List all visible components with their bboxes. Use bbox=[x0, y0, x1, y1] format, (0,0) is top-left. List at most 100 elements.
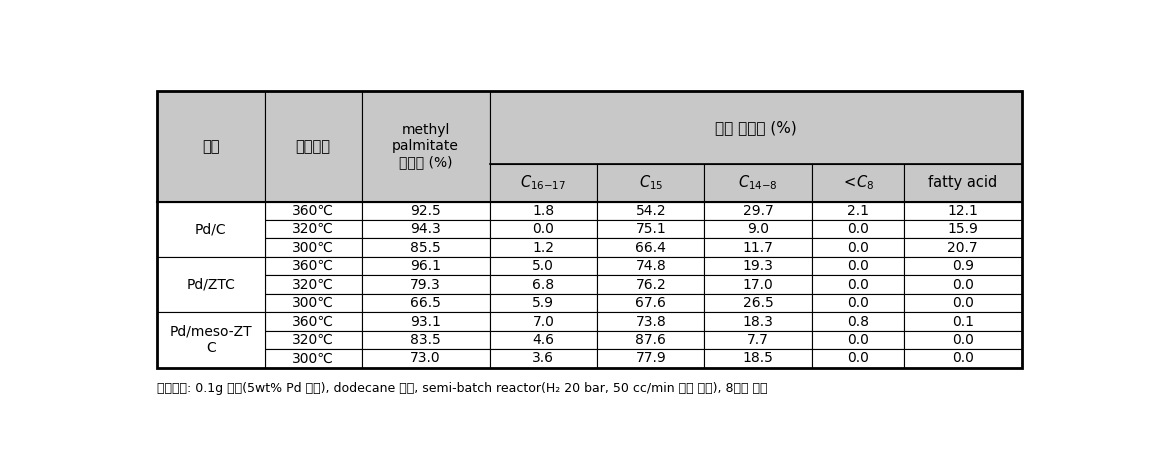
Text: $C_{15}$: $C_{15}$ bbox=[638, 173, 662, 192]
Bar bbox=[264, 349, 362, 368]
Text: 15.9: 15.9 bbox=[948, 222, 979, 236]
Bar bbox=[490, 257, 597, 275]
Text: 0.1: 0.1 bbox=[952, 314, 974, 329]
Bar bbox=[264, 331, 362, 349]
Text: 촉매: 촉매 bbox=[202, 139, 220, 154]
Bar bbox=[264, 91, 362, 201]
Text: 79.3: 79.3 bbox=[411, 278, 442, 292]
Bar bbox=[490, 331, 597, 349]
Text: 85.5: 85.5 bbox=[411, 241, 442, 255]
Text: 반응온도: 반응온도 bbox=[296, 139, 331, 154]
Text: $C_{16\mathregular{-}17}$: $C_{16\mathregular{-}17}$ bbox=[520, 173, 566, 192]
Text: 0.0: 0.0 bbox=[848, 259, 869, 273]
Text: 반응조건: 0.1g 촉매(5wt% Pd 함량), dodecane 용매, semi-batch reactor(H₂ 20 bar, 50 cc/min : 반응조건: 0.1g 촉매(5wt% Pd 함량), dodecane 용매, … bbox=[158, 382, 767, 395]
Text: 300℃: 300℃ bbox=[292, 351, 335, 366]
Text: Pd/C: Pd/C bbox=[196, 222, 227, 236]
Text: 0.0: 0.0 bbox=[532, 222, 554, 236]
Text: 75.1: 75.1 bbox=[636, 222, 666, 236]
Text: Pd/ZTC: Pd/ZTC bbox=[186, 278, 236, 292]
Bar bbox=[490, 201, 597, 220]
Bar bbox=[812, 275, 904, 294]
Text: 0.0: 0.0 bbox=[848, 296, 869, 310]
Text: 320℃: 320℃ bbox=[292, 278, 335, 292]
Bar bbox=[904, 164, 1021, 201]
Bar bbox=[597, 257, 705, 275]
Text: 20.7: 20.7 bbox=[948, 241, 979, 255]
Text: 87.6: 87.6 bbox=[635, 333, 666, 347]
Bar bbox=[904, 275, 1021, 294]
Bar bbox=[597, 238, 705, 257]
Text: 0.0: 0.0 bbox=[848, 351, 869, 366]
Bar bbox=[812, 220, 904, 238]
Bar bbox=[597, 331, 705, 349]
Text: 0.8: 0.8 bbox=[846, 314, 869, 329]
Text: 96.1: 96.1 bbox=[411, 259, 442, 273]
Bar bbox=[904, 312, 1021, 331]
Text: 5.9: 5.9 bbox=[532, 296, 554, 310]
Bar bbox=[705, 238, 812, 257]
Bar bbox=[904, 349, 1021, 368]
Text: 360℃: 360℃ bbox=[292, 314, 335, 329]
Text: 26.5: 26.5 bbox=[743, 296, 774, 310]
Text: 0.0: 0.0 bbox=[848, 333, 869, 347]
Bar bbox=[362, 349, 490, 368]
Bar bbox=[264, 220, 362, 238]
Text: 4.6: 4.6 bbox=[532, 333, 554, 347]
Bar bbox=[362, 220, 490, 238]
Bar bbox=[904, 294, 1021, 312]
Text: 반응 선택성 (%): 반응 선택성 (%) bbox=[715, 120, 797, 135]
Bar bbox=[490, 220, 597, 238]
Text: 320℃: 320℃ bbox=[292, 222, 335, 236]
Text: 300℃: 300℃ bbox=[292, 296, 335, 310]
Text: Pd/meso-ZT
C: Pd/meso-ZT C bbox=[169, 325, 252, 355]
Bar bbox=[812, 257, 904, 275]
Bar bbox=[705, 312, 812, 331]
Text: 93.1: 93.1 bbox=[411, 314, 442, 329]
Text: 17.0: 17.0 bbox=[743, 278, 774, 292]
Text: $<\!C_{8}$: $<\!C_{8}$ bbox=[841, 173, 875, 192]
Bar bbox=[362, 294, 490, 312]
Bar bbox=[597, 312, 705, 331]
Text: 0.0: 0.0 bbox=[952, 296, 974, 310]
Bar bbox=[264, 238, 362, 257]
Text: 11.7: 11.7 bbox=[743, 241, 774, 255]
Text: 360℃: 360℃ bbox=[292, 204, 335, 218]
Text: fatty acid: fatty acid bbox=[928, 175, 997, 190]
Bar bbox=[705, 201, 812, 220]
Bar bbox=[158, 201, 264, 257]
Bar bbox=[597, 275, 705, 294]
Bar bbox=[904, 220, 1021, 238]
Text: 1.2: 1.2 bbox=[532, 241, 554, 255]
Text: 66.4: 66.4 bbox=[635, 241, 666, 255]
Text: 0.0: 0.0 bbox=[952, 278, 974, 292]
Bar bbox=[490, 275, 597, 294]
Text: 76.2: 76.2 bbox=[636, 278, 666, 292]
Text: 320℃: 320℃ bbox=[292, 333, 335, 347]
Text: 1.8: 1.8 bbox=[532, 204, 554, 218]
Bar bbox=[490, 312, 597, 331]
Text: 19.3: 19.3 bbox=[743, 259, 774, 273]
Bar bbox=[705, 164, 812, 201]
Text: 74.8: 74.8 bbox=[636, 259, 666, 273]
Text: 73.0: 73.0 bbox=[411, 351, 440, 366]
Bar bbox=[362, 91, 490, 201]
Bar bbox=[362, 257, 490, 275]
Bar bbox=[904, 257, 1021, 275]
Bar bbox=[597, 349, 705, 368]
Bar bbox=[264, 275, 362, 294]
Text: 29.7: 29.7 bbox=[743, 204, 774, 218]
Bar bbox=[490, 91, 1021, 164]
Bar bbox=[158, 91, 264, 201]
Bar bbox=[812, 294, 904, 312]
Bar bbox=[362, 275, 490, 294]
Bar bbox=[264, 201, 362, 220]
Text: 73.8: 73.8 bbox=[636, 314, 666, 329]
Bar bbox=[597, 220, 705, 238]
Text: 66.5: 66.5 bbox=[411, 296, 442, 310]
Text: 54.2: 54.2 bbox=[636, 204, 666, 218]
Bar bbox=[158, 91, 1021, 368]
Text: 67.6: 67.6 bbox=[635, 296, 666, 310]
Bar bbox=[812, 201, 904, 220]
Text: 7.0: 7.0 bbox=[532, 314, 554, 329]
Text: 18.3: 18.3 bbox=[743, 314, 774, 329]
